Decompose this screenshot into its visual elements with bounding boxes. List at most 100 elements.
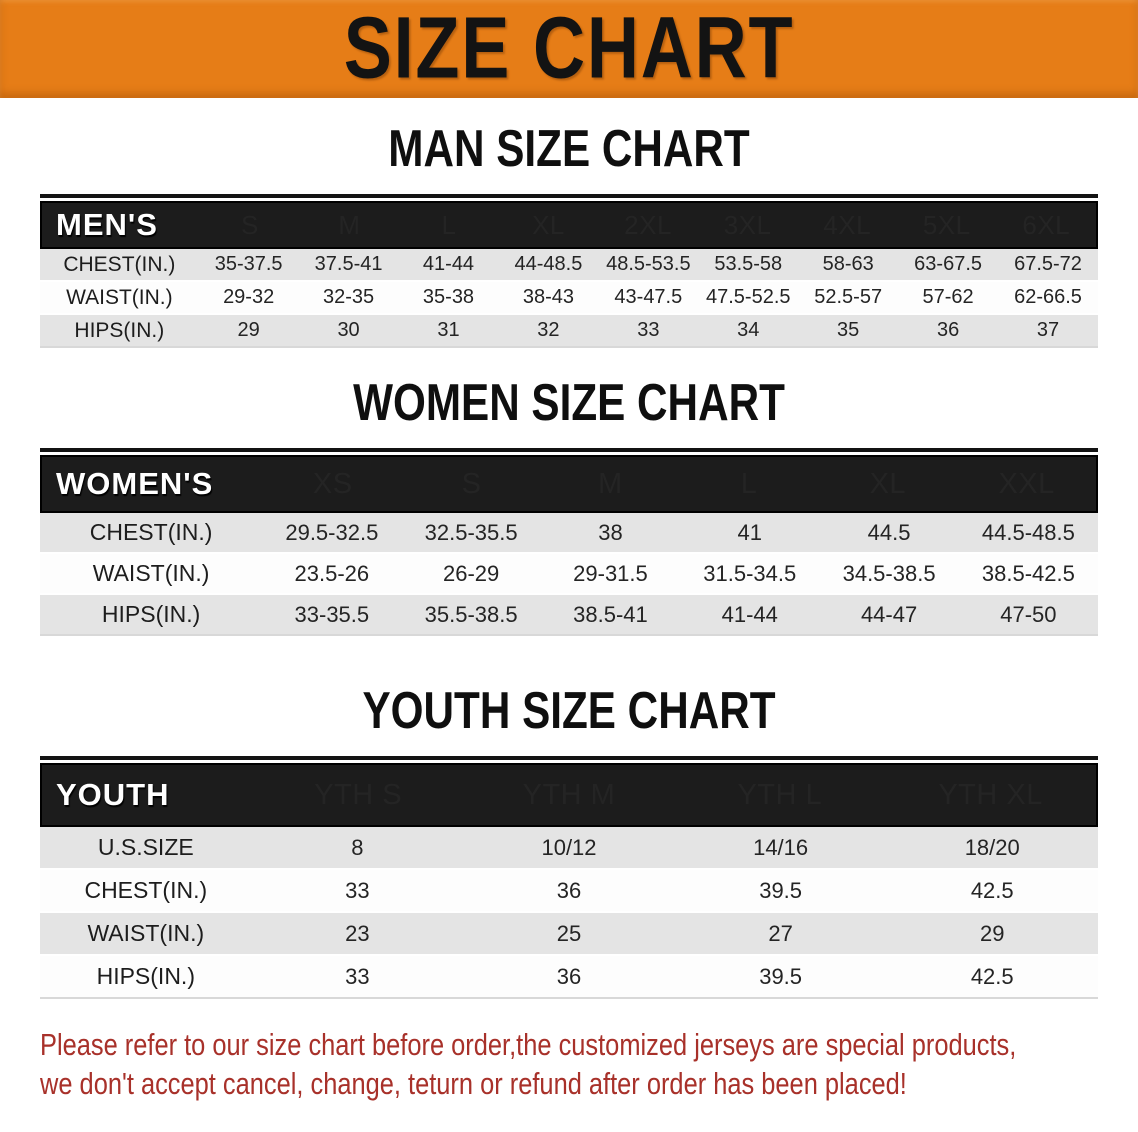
size-column-header: M [597,467,623,500]
size-value: 29-32 [223,286,275,308]
table-row: WAIST(IN.) 23.5-26 26-29 29-31.5 31.5-34.5 34… [40,554,1098,595]
size-value: 35-37.5 [214,253,283,275]
size-value: 37.5-41 [314,253,383,275]
size-value: 30 [337,319,360,341]
size-value: 44-48.5 [514,253,583,275]
table-row: WAIST(IN.) 29-32 32-35 35-38 38-43 43-47.5 47.… [40,282,1098,315]
size-value: 41 [737,519,762,545]
size-value: 47.5-52.5 [706,286,791,308]
size-column-header: S [461,467,482,500]
size-column-header: XXL [998,467,1055,500]
size-value: 31.5-34.5 [703,560,797,586]
size-value: 48.5-53.5 [606,253,691,275]
size-column-header: L [740,467,758,500]
size-value: 39.5 [759,963,803,989]
youth-table-header-row: YOUTH YTH S YTH M YTH L YTH XL [40,763,1098,827]
row-label: HIPS(IN.) [96,963,195,989]
size-column-header: L [441,209,457,240]
size-value: 33 [345,877,370,903]
table-title: MEN'S [56,207,158,242]
size-value: 38 [598,519,623,545]
row-label: WAIST(IN.) [66,285,173,309]
table-row: U.S.SIZE 8 10/12 14/16 18/20 [40,827,1098,870]
size-value: 32 [537,319,560,341]
size-value: 14/16 [753,834,809,860]
size-value: 38.5-41 [573,601,648,627]
women-size-table: WOMEN'S XS S M L XL XXL CHEST(IN.) 29.5-32.5 32.… [40,448,1098,636]
size-value: 23.5-26 [294,560,370,586]
size-value: 36 [936,319,960,341]
table-title: WOMEN'S [56,466,214,501]
size-column-header: 2XL [624,209,672,240]
row-label: HIPS(IN.) [101,601,201,627]
size-column-header: 3XL [723,209,772,240]
banner-title: SIZE CHART [343,0,795,97]
table-row: WAIST(IN.) 23 25 27 29 [40,913,1098,956]
men-section-heading: MAN SIZE CHART [388,120,750,179]
size-column-header: YTH S [314,778,403,811]
row-label: HIPS(IN.) [74,318,165,342]
size-value: 34.5-38.5 [842,560,936,586]
section-men: MAN SIZE CHART MEN'S S M L XL 2XL 3XL 4XL 5XL 6XL… [0,120,1138,348]
youth-section-heading: YOUTH SIZE CHART [362,682,776,741]
disclaimer-note: Please refer to our size chart before or… [40,1025,1138,1103]
size-value: 32.5-35.5 [424,519,518,545]
section-youth: YOUTH SIZE CHART YOUTH YTH S YTH M YTH L YTH… [0,682,1138,999]
size-value: 29-31.5 [573,560,648,586]
row-label: WAIST(IN.) [87,920,205,946]
size-value: 38.5-42.5 [981,560,1075,586]
size-value: 27 [768,920,793,946]
size-column-header: M [338,209,361,240]
size-value: 39.5 [759,877,803,903]
row-label: WAIST(IN.) [92,560,210,586]
size-value: 44.5-48.5 [981,519,1075,545]
table-row: CHEST(IN.) 35-37.5 37.5-41 41-44 44-48.5 48.5… [40,249,1098,282]
size-column-header: YTH M [522,778,616,811]
size-column-header: YTH XL [938,778,1043,811]
women-table-header-row: WOMEN'S XS S M L XL XXL [40,455,1098,513]
size-value: 36 [556,963,582,989]
size-value: 38-43 [522,286,574,308]
size-value: 18/20 [964,834,1020,860]
size-value: 36 [556,877,582,903]
size-value: 29 [237,319,260,341]
men-table-header-row: MEN'S S M L XL 2XL 3XL 4XL 5XL 6XL [40,201,1098,249]
size-column-header: YTH L [737,778,823,811]
size-value: 52.5-57 [814,286,883,308]
size-column-header: S [240,209,259,240]
size-value: 41-44 [721,601,778,627]
table-row: CHEST(IN.) 33 36 39.5 42.5 [40,870,1098,913]
size-value: 8 [351,834,364,860]
size-chart-banner: SIZE CHART [0,0,1138,98]
youth-size-table: YOUTH YTH S YTH M YTH L YTH XL U.S.SIZE 8 10/1… [40,756,1098,999]
size-value: 63-67.5 [914,253,983,275]
size-value: 33 [637,319,660,341]
size-value: 44-47 [860,601,918,627]
size-value: 42.5 [970,877,1014,903]
size-value: 44.5 [867,519,911,545]
size-value: 10/12 [541,834,597,860]
size-value: 29.5-32.5 [285,519,379,545]
size-value: 41-44 [422,253,475,275]
size-value: 35.5-38.5 [424,601,518,627]
size-value: 33-35.5 [294,601,370,627]
size-column-header: 4XL [823,209,872,240]
size-value: 42.5 [970,963,1014,989]
size-value: 29 [979,920,1005,946]
size-value: 31 [437,319,460,341]
size-value: 35 [837,319,860,341]
women-section-heading: WOMEN SIZE CHART [353,374,785,433]
size-value: 67.5-72 [1014,253,1082,275]
table-row: HIPS(IN.) 33 36 39.5 42.5 [40,956,1098,999]
size-value: 23 [345,920,370,946]
size-value: 32-35 [322,286,375,308]
row-label: CHEST(IN.) [89,519,213,545]
size-value: 62-66.5 [1014,286,1082,308]
size-value: 57-62 [922,286,974,308]
row-label: U.S.SIZE [97,834,194,860]
disclaimer-line-1: Please refer to our size chart before or… [40,1027,1017,1062]
size-value: 47-50 [1000,601,1057,627]
size-value: 58-63 [822,253,874,275]
row-label: CHEST(IN.) [84,877,208,903]
size-value: 34 [737,319,760,341]
